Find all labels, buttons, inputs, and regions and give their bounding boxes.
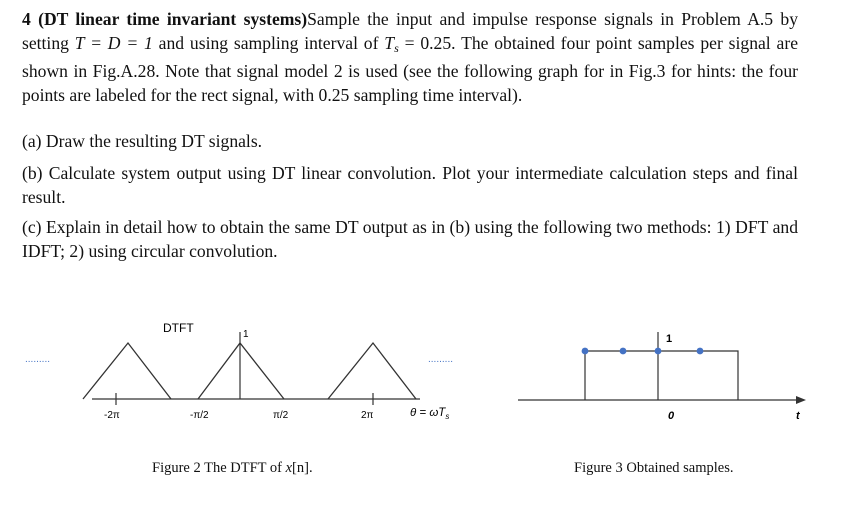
part-b: (b) Calculate system output using DT lin… [22,163,798,207]
dtft-dots-right: ......... [428,354,453,365]
problem-intro-1: Sample the input and impulse response si… [22,9,799,53]
samples-t-label: t [796,410,801,422]
dtft-triangle-left [82,341,172,400]
equation-ts-var: T [384,32,395,53]
figure-3-caption: Figure 3 Obtained samples. [574,460,734,476]
rect-signal [584,350,739,400]
problem-number: 4 [22,9,31,29]
problem-statement: 4 (DT linear time invariant systems)Samp… [22,8,798,107]
part-c: (c) Explain in detail how to obtain the … [22,217,798,261]
tick-label-minus-pi-2: -π/2 [190,410,209,421]
samples-amplitude-label: 1 [666,333,672,345]
problem-intro-2: and using sampling interval of [152,32,385,53]
problem-intro-3: . The obtained four point samples per si… [22,32,798,105]
tick-label-minus-2pi: -2π [104,410,120,421]
dtft-triangle-center [197,341,285,400]
equation-ts-sub: s [394,40,399,55]
equation-t-d: T = D = 1 [74,32,153,53]
sample-point-3 [654,347,662,355]
figure-3-samples: 1 0 t [510,320,840,440]
dtft-peak-label: 1 [243,329,249,340]
dtft-title: DTFT [163,321,194,335]
sample-point-4 [696,347,704,355]
sample-point-2 [619,347,627,355]
sample-point-1 [581,347,589,355]
tick-label-2pi: 2π [361,410,374,421]
samples-origin-label: 0 [668,410,675,422]
problem-title: (DT linear time invariant systems) [38,9,308,29]
theta-axis-label: θ = ωTs [410,407,449,421]
equation-ts-value: = 0.25 [398,32,452,53]
part-a: (a) Draw the resulting DT signals. [22,131,263,151]
samples-axis-arrow [796,396,806,404]
dtft-triangle-right [327,341,417,400]
tick-label-pi-2: π/2 [273,410,289,421]
figure-2-dtft: DTFT 1 ......... ......... -2π -π/2 π/2 … [20,310,500,430]
dtft-dots-left: ......... [25,354,50,365]
theta-axis-sub: s [445,412,449,421]
figure-2-caption: Figure 2 The DTFT of x[n]. [152,460,313,476]
